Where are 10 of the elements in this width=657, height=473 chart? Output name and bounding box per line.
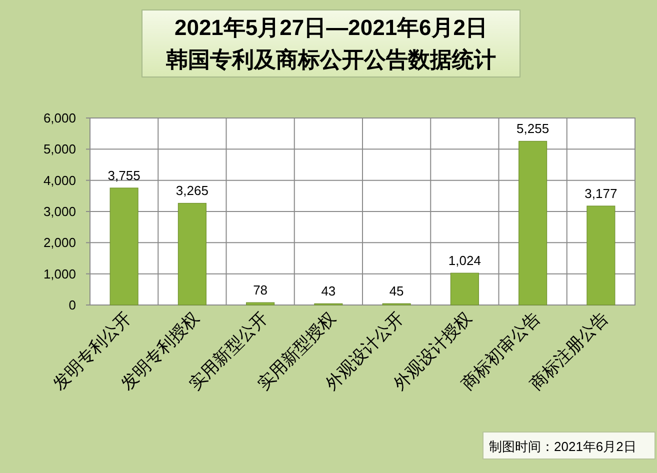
y-tick-label: 6,000 bbox=[43, 110, 76, 126]
y-tick-label: 5,000 bbox=[43, 142, 76, 157]
y-tick-label: 3,000 bbox=[43, 204, 76, 219]
y-tick-label: 1,000 bbox=[43, 266, 76, 282]
note: 制图时间：2021年6月2日 bbox=[489, 439, 636, 454]
y-tick-label: 2,000 bbox=[43, 235, 76, 250]
title: 2021年5月27日—2021年6月2日 bbox=[174, 15, 488, 40]
y-tick-label: 4,000 bbox=[43, 172, 76, 188]
subtitle: 韩国专利及商标公开公告数据统计 bbox=[166, 47, 496, 72]
y-tick-label: 0 bbox=[68, 298, 76, 312]
